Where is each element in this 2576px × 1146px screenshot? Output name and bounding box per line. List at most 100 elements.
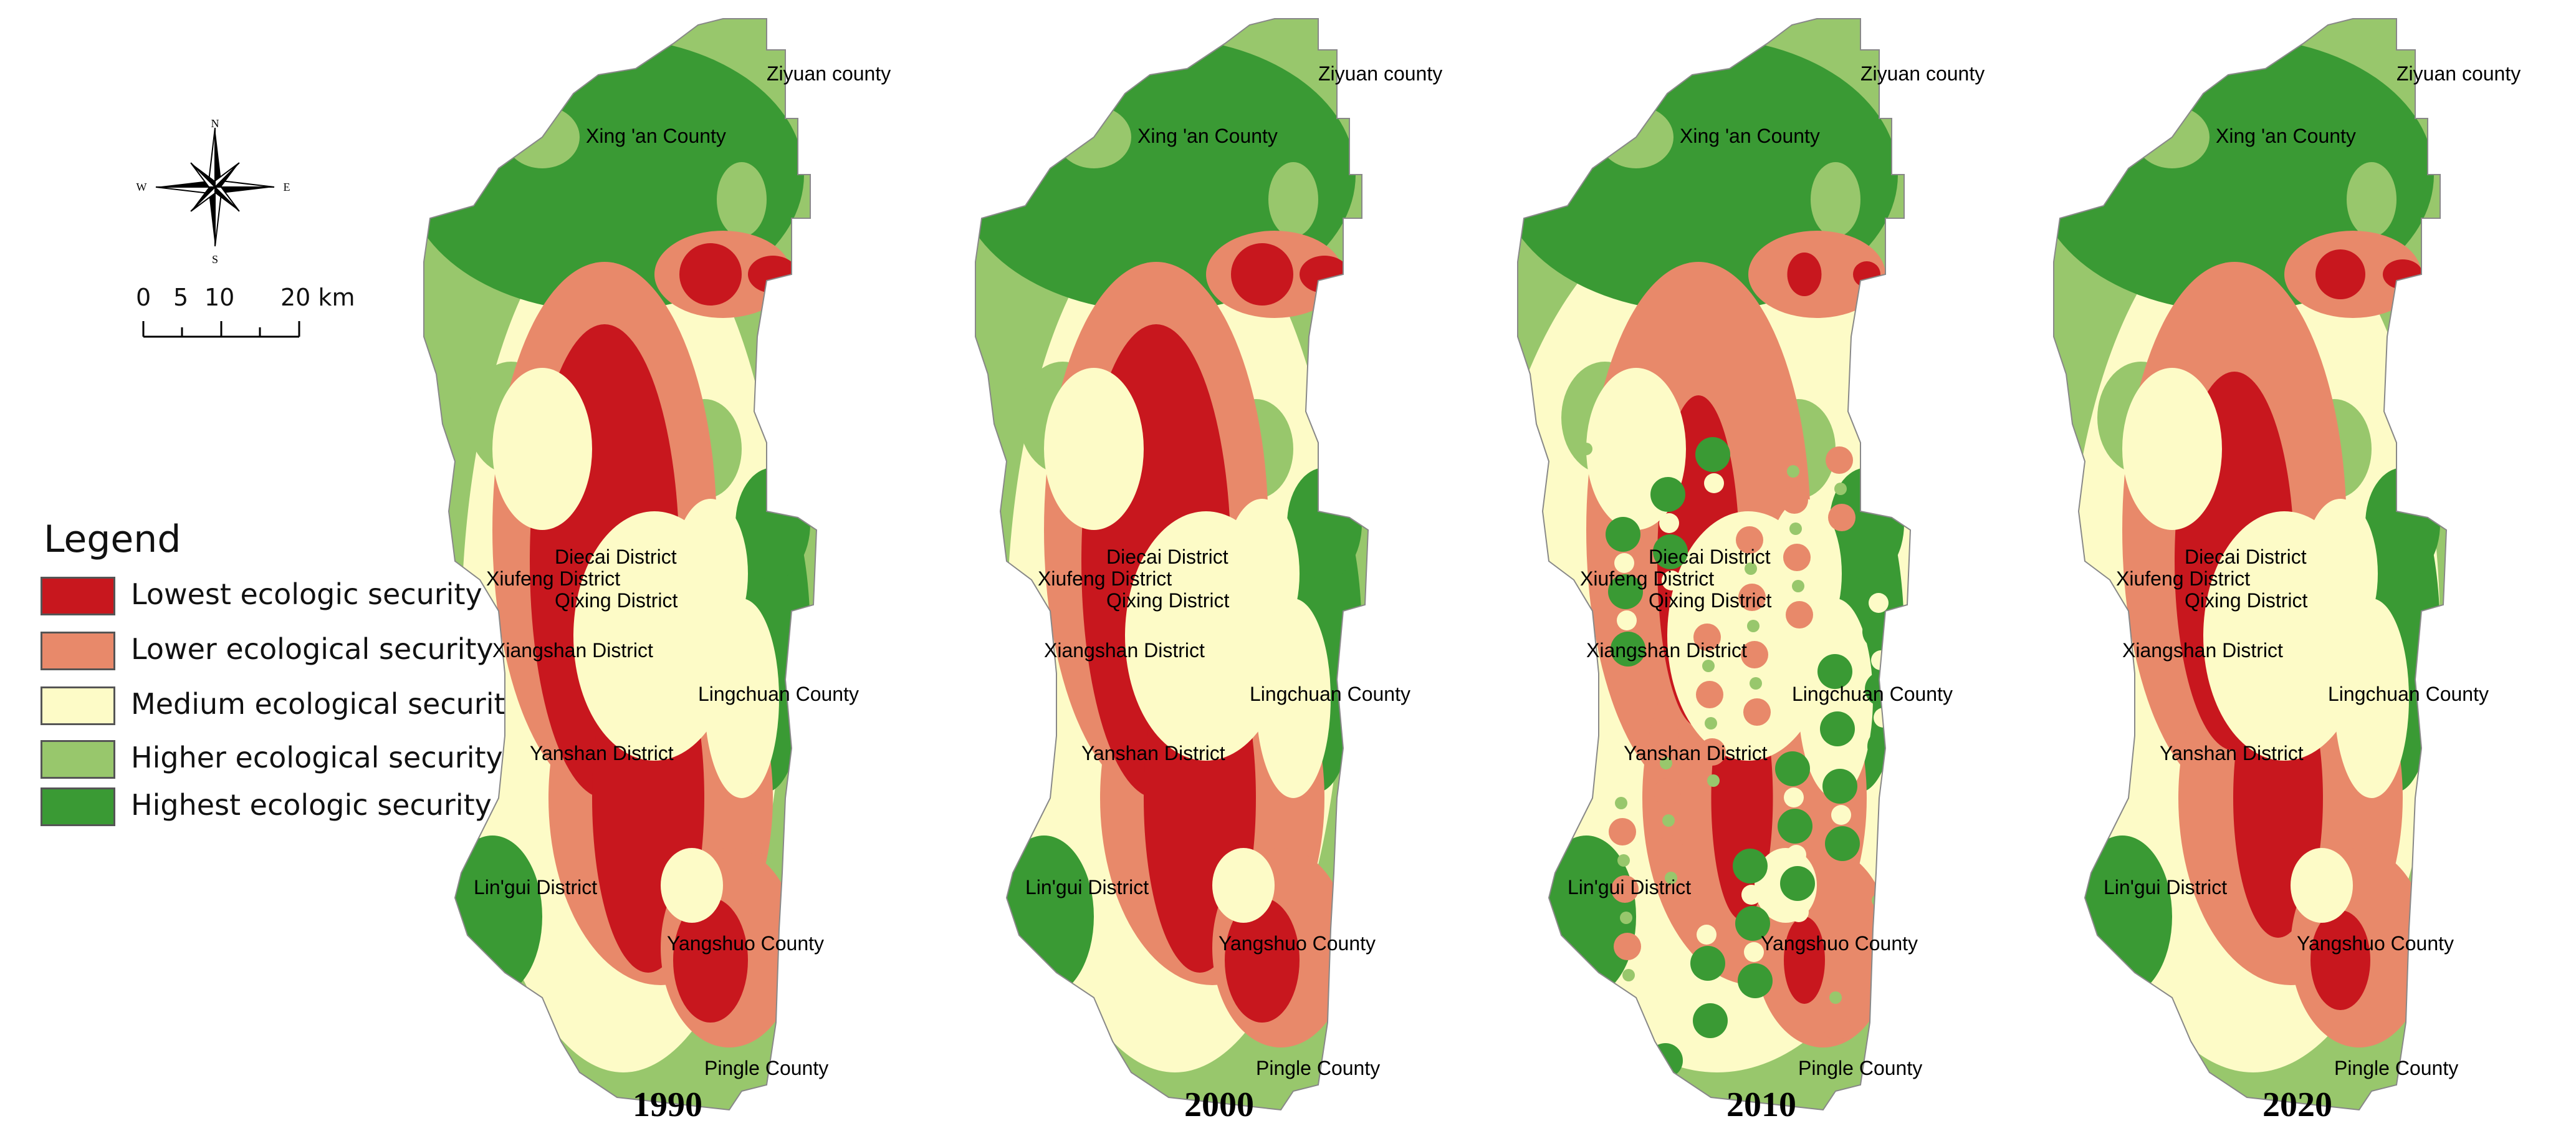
security-zone bbox=[2347, 162, 2396, 237]
place-label-qixing: Qixing District bbox=[1649, 589, 1772, 612]
security-patch bbox=[1611, 875, 1639, 903]
security-zone bbox=[1811, 162, 1860, 237]
security-patch bbox=[1693, 1003, 1728, 1038]
scale-tick-10: 10 bbox=[204, 284, 235, 311]
place-label-yanshan: Yanshan District bbox=[1081, 742, 1225, 764]
security-zone bbox=[661, 848, 723, 923]
year-label: 2000 bbox=[1184, 1086, 1254, 1124]
security-zone bbox=[717, 162, 767, 237]
legend-item-highest: Highest ecologic security bbox=[41, 784, 514, 828]
security-patch bbox=[1609, 818, 1636, 845]
security-patch bbox=[1697, 925, 1717, 945]
security-patch bbox=[1702, 1039, 1721, 1059]
security-patch bbox=[1743, 698, 1771, 726]
place-label-xingan: Xing 'an County bbox=[1137, 125, 1278, 147]
security-patch bbox=[1698, 738, 1726, 766]
legend-item-lowest: Lowest ecologic security bbox=[41, 574, 514, 617]
security-patch bbox=[1615, 797, 1627, 809]
security-patch bbox=[1611, 632, 1645, 667]
place-label-lingui: Lin'gui District bbox=[1025, 876, 1149, 898]
place-label-xingan: Xing 'an County bbox=[586, 125, 726, 147]
security-patch bbox=[1784, 787, 1804, 807]
place-label-pingle: Pingle County bbox=[2334, 1057, 2459, 1079]
place-label-lingchuan: Lingchuan County bbox=[698, 683, 859, 705]
legend-swatch bbox=[41, 686, 115, 725]
security-patch bbox=[1654, 778, 1681, 806]
region-outline bbox=[1517, 18, 1912, 1111]
place-label-yangshuo: Yangshuo County bbox=[1219, 932, 1376, 955]
security-patch bbox=[1690, 946, 1725, 981]
security-patch bbox=[1733, 849, 1768, 884]
security-patch bbox=[1787, 465, 1799, 478]
security-patch bbox=[1744, 942, 1764, 962]
security-patch bbox=[1783, 544, 1811, 571]
place-label-ziyuan: Ziyuan county bbox=[767, 62, 891, 85]
security-patch bbox=[1831, 805, 1851, 825]
security-patch bbox=[1662, 814, 1675, 827]
place-label-diecai: Diecai District bbox=[1649, 546, 1771, 568]
security-patch bbox=[1707, 774, 1720, 787]
scale-tick-5: 5 bbox=[173, 284, 189, 311]
legend-label: Higher ecological security bbox=[131, 741, 503, 774]
security-patch bbox=[1834, 483, 1847, 495]
security-patch bbox=[1745, 562, 1757, 575]
security-zone bbox=[994, 835, 1094, 998]
place-label-yanshan: Yanshan District bbox=[530, 742, 674, 764]
security-patch bbox=[1699, 982, 1719, 1002]
place-label-xiufeng: Xiufeng District bbox=[2116, 567, 2251, 590]
security-patch bbox=[1746, 999, 1766, 1019]
place-label-ziyuan: Ziyuan county bbox=[2396, 62, 2521, 85]
place-label-xiangshan: Xiangshan District bbox=[1586, 639, 1747, 662]
security-patch bbox=[1650, 477, 1685, 512]
place-label-yangshuo: Yangshuo County bbox=[1761, 932, 1918, 955]
security-patch bbox=[1657, 456, 1677, 476]
security-patch bbox=[1693, 624, 1721, 651]
security-patch bbox=[1822, 769, 1857, 804]
place-label-xiangshan: Xiangshan District bbox=[1044, 639, 1205, 662]
map-svg bbox=[975, 18, 1369, 1111]
legend-label: Lowest ecologic security bbox=[131, 577, 482, 611]
place-label-xingan: Xing 'an County bbox=[2216, 125, 2356, 147]
security-patch bbox=[1825, 826, 1860, 861]
security-patch bbox=[1869, 593, 1889, 613]
security-patch bbox=[1651, 721, 1678, 748]
region-outline bbox=[2053, 18, 2448, 1111]
security-zone bbox=[2291, 848, 2353, 923]
security-patch bbox=[1781, 486, 1808, 514]
security-zone bbox=[492, 368, 592, 530]
security-zone bbox=[1044, 368, 1144, 530]
security-patch bbox=[1659, 513, 1679, 533]
place-label-yanshan: Yanshan District bbox=[2160, 742, 2304, 764]
legend-swatch bbox=[41, 632, 115, 670]
map-svg bbox=[423, 18, 818, 1111]
security-patch bbox=[1580, 443, 1592, 455]
legend-swatch bbox=[41, 577, 115, 615]
place-label-qixing: Qixing District bbox=[1106, 589, 1230, 612]
security-patch bbox=[1741, 641, 1768, 668]
security-zone bbox=[1225, 898, 1300, 1023]
place-label-lingchuan: Lingchuan County bbox=[1792, 683, 1953, 705]
map-svg bbox=[2053, 18, 2448, 1111]
security-patch bbox=[1786, 845, 1806, 865]
security-patch bbox=[1829, 748, 1849, 768]
compass-e: E bbox=[284, 181, 290, 193]
place-label-xiangshan: Xiangshan District bbox=[492, 639, 653, 662]
security-patch bbox=[1738, 963, 1773, 998]
security-patch bbox=[1750, 677, 1762, 690]
map-panel-1990: Ziyuan county Xing 'an County Diecai Distr… bbox=[418, 12, 979, 1141]
security-zone bbox=[2334, 599, 2409, 798]
place-label-xingan: Xing 'an County bbox=[1680, 125, 1820, 147]
security-zone bbox=[2315, 249, 2365, 299]
legend-label: Highest ecologic security bbox=[131, 788, 492, 822]
security-patch bbox=[1696, 681, 1723, 708]
security-zone bbox=[443, 835, 542, 998]
year-label: 1990 bbox=[633, 1086, 702, 1124]
security-patch bbox=[1778, 809, 1812, 844]
security-patch bbox=[1648, 1043, 1683, 1078]
security-patch bbox=[1662, 571, 1682, 590]
security-patch bbox=[1828, 504, 1855, 531]
security-zone bbox=[1256, 599, 1331, 798]
security-zone bbox=[2310, 910, 2370, 1010]
security-patch bbox=[1608, 574, 1643, 609]
year-label: 2020 bbox=[2262, 1086, 2332, 1124]
